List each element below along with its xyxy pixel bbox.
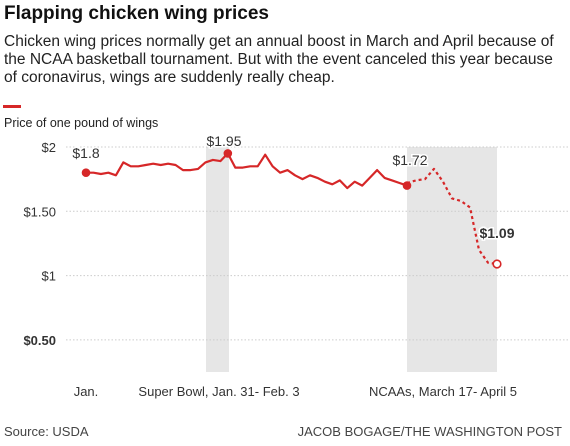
ncaa-start-marker	[402, 181, 412, 190]
value-annotation: $1.95	[206, 133, 241, 149]
chart-title: Flapping chicken wing prices	[4, 3, 269, 24]
peak-marker	[223, 149, 233, 158]
accent-bar	[3, 105, 21, 108]
x-tick-label: Jan.	[74, 384, 99, 399]
x-tick-label: NCAAs, March 17- April 5	[369, 384, 517, 399]
price-line-dashed	[406, 167, 498, 266]
y-tick-label: $2	[42, 140, 56, 155]
chart-subtitle: Chicken wing prices normally get an annu…	[4, 33, 554, 86]
price-line-solid	[86, 152, 408, 190]
y-axis-label: Price of one pound of wings	[4, 116, 159, 130]
credit-note: JACOB BOGAGE/THE WASHINGTON POST	[297, 424, 562, 439]
y-tick-label: $1	[42, 269, 56, 284]
value-annotation: $1.09	[479, 225, 514, 241]
source-note: Source: USDA	[4, 424, 89, 439]
y-tick-label: $0.50	[23, 333, 56, 348]
x-tick-label: Super Bowl, Jan. 31- Feb. 3	[138, 384, 299, 399]
start-marker	[81, 168, 91, 178]
end-marker	[492, 259, 502, 269]
shaded-period-2	[407, 147, 497, 372]
value-annotation: $1.72	[392, 152, 427, 168]
shaded-period-1	[206, 147, 229, 372]
value-annotation: $1.8	[72, 145, 99, 161]
y-tick-label: $1.50	[23, 204, 56, 219]
